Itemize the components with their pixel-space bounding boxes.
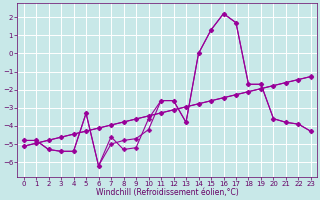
X-axis label: Windchill (Refroidissement éolien,°C): Windchill (Refroidissement éolien,°C) (96, 188, 239, 197)
